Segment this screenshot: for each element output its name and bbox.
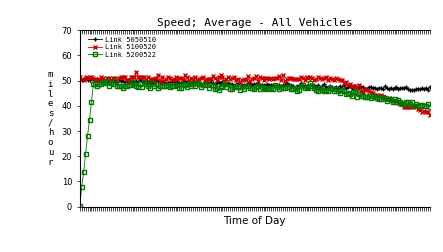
Link 5050510 [152,81,157,84]
Link 5100520 [77,76,82,79]
Link 5050510 [427,85,432,88]
Link 5050510 [409,88,415,91]
Link 5100520 [417,108,423,111]
Line: Link 5050510: Link 5050510 [78,76,431,91]
Link 5050510 [419,87,424,90]
Title: Speed; Average - All Vehicles: Speed; Average - All Vehicles [157,18,353,28]
Link 5100520 [134,71,139,74]
Link 5200522 [427,105,432,108]
Legend: Link 5050510, Link 5100520, Link 5200522: Link 5050510, Link 5100520, Link 5200522 [87,36,157,59]
Link 5050510 [85,78,90,81]
Link 5100520 [390,100,395,103]
X-axis label: Time of Day: Time of Day [223,216,286,226]
Link 5200522 [152,84,157,87]
Link 5200522 [417,104,423,107]
Link 5100520 [427,113,432,116]
Link 5200522 [83,152,88,155]
Link 5200522 [212,88,218,91]
Link 5050510 [83,77,88,80]
Link 5050510 [77,77,82,80]
Link 5200522 [105,80,110,83]
Link 5100520 [83,76,88,79]
Link 5100520 [212,76,218,79]
Link 5050510 [390,88,395,91]
Line: Link 5100520: Link 5100520 [78,71,431,116]
Link 5200522 [77,204,82,207]
Link 5050510 [120,79,125,82]
Y-axis label: m
i
l
e
s
/
h
o
u
r: m i l e s / h o u r [48,70,53,167]
Link 5200522 [120,87,125,90]
Link 5200522 [390,101,395,104]
Line: Link 5200522: Link 5200522 [78,80,431,208]
Link 5100520 [118,76,124,79]
Link 5100520 [152,78,157,81]
Link 5050510 [212,82,218,85]
